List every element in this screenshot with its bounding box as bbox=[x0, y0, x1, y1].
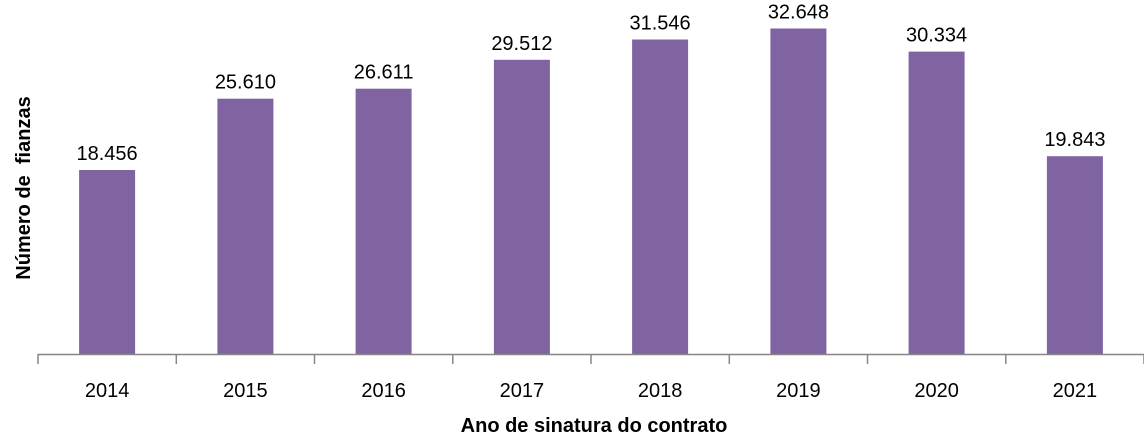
x-tick-label-2017: 2017 bbox=[500, 380, 545, 402]
bars-group bbox=[79, 28, 1103, 355]
x-axis-title: Ano de sinatura do contrato bbox=[461, 415, 728, 437]
x-tick-label-2020: 2020 bbox=[914, 380, 959, 402]
value-label-2016: 26.611 bbox=[354, 62, 414, 84]
value-label-2020: 30.334 bbox=[906, 25, 967, 47]
value-label-2014: 18.456 bbox=[77, 143, 138, 165]
bar-2015 bbox=[217, 98, 274, 354]
value-label-2019: 32.648 bbox=[768, 2, 829, 24]
y-axis-title: Número de fianzas bbox=[13, 96, 35, 279]
value-label-2017: 29.512 bbox=[491, 33, 552, 55]
x-tick-label-2018: 2018 bbox=[638, 380, 683, 402]
bar-2018 bbox=[632, 39, 689, 354]
value-label-2021: 19.843 bbox=[1044, 129, 1105, 151]
bar-2014 bbox=[79, 170, 136, 354]
bar-2020 bbox=[908, 51, 965, 354]
x-axis-ticks-group bbox=[37, 354, 1144, 364]
x-tick-label-2015: 2015 bbox=[223, 380, 268, 402]
bar-2019 bbox=[770, 28, 827, 354]
value-labels-group: 18.456 25.610 26.611 29.512 31.546 32.648 30.3… bbox=[77, 2, 1106, 166]
bar-2021 bbox=[1046, 156, 1103, 354]
bar-2017 bbox=[493, 59, 550, 355]
bar-2016 bbox=[355, 88, 412, 354]
x-tick-label-2019: 2019 bbox=[776, 380, 821, 402]
x-tick-label-2014: 2014 bbox=[85, 380, 130, 402]
value-label-2018: 31.546 bbox=[630, 13, 691, 35]
x-tick-labels-group: 2014 2015 2016 2017 2018 2019 2020 2021 bbox=[85, 380, 1097, 402]
x-tick-label-2016: 2016 bbox=[361, 380, 406, 402]
value-label-2015: 25.610 bbox=[215, 72, 276, 94]
x-tick-label-2021: 2021 bbox=[1053, 380, 1098, 402]
